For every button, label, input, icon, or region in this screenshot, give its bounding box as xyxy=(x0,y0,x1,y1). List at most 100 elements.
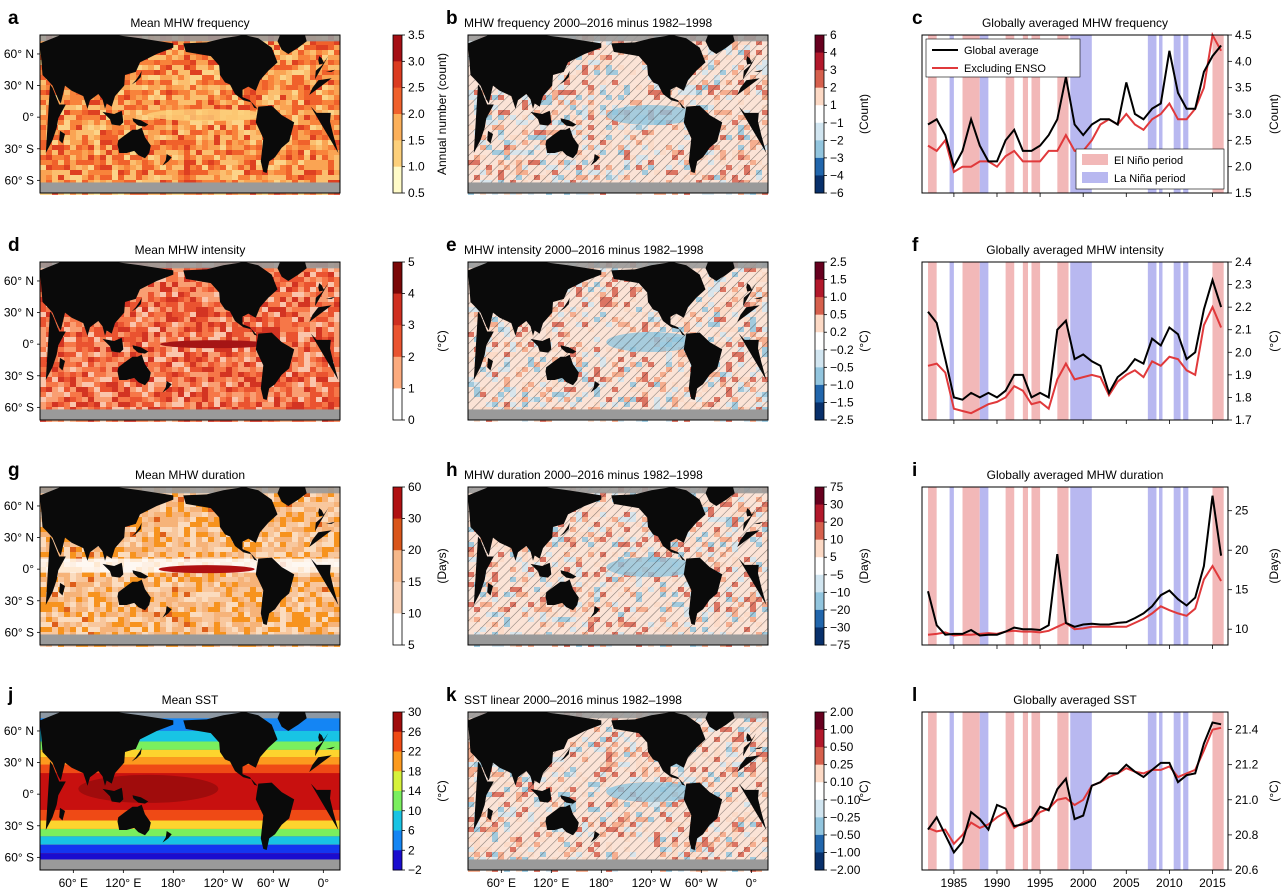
texture-cell xyxy=(292,105,298,110)
texture-cell xyxy=(292,402,298,407)
texture-cell xyxy=(214,402,220,407)
texture-cell xyxy=(310,397,316,402)
texture-cell xyxy=(250,322,256,327)
lat-tick-label: 30° N xyxy=(4,306,34,320)
texture-cell xyxy=(304,327,310,332)
texture-cell xyxy=(94,125,100,130)
texture-cell xyxy=(256,165,262,170)
texture-cell xyxy=(274,282,280,287)
texture-cell xyxy=(298,342,304,347)
texture-cell xyxy=(82,135,88,140)
texture-cell xyxy=(322,312,328,317)
lat-tick-label: 60° N xyxy=(4,499,34,513)
texture-cell xyxy=(88,135,94,140)
texture-cell xyxy=(166,140,172,145)
texture-cell xyxy=(64,145,70,150)
texture-cell xyxy=(244,317,250,322)
texture-cell xyxy=(322,95,328,100)
texture-cell xyxy=(112,327,118,332)
texture-cell xyxy=(292,145,298,150)
texture-cell xyxy=(178,292,184,297)
texture-cell xyxy=(220,402,226,407)
texture-cell xyxy=(184,322,190,327)
texture-cell xyxy=(160,387,166,392)
texture-cell xyxy=(286,392,292,397)
texture-cell xyxy=(316,492,322,497)
texture-cell xyxy=(166,392,172,397)
texture-cell xyxy=(226,337,232,342)
land-nz xyxy=(162,154,172,166)
texture-cell xyxy=(268,317,274,322)
texture-cell xyxy=(322,135,328,140)
texture-cell xyxy=(142,115,148,120)
texture-cell xyxy=(70,110,76,115)
texture-cell xyxy=(172,382,178,387)
texture-cell xyxy=(196,382,202,387)
texture-cell xyxy=(190,332,196,337)
texture-cell xyxy=(160,105,166,110)
texture-cell xyxy=(292,377,298,382)
texture-cell xyxy=(286,80,292,85)
texture-cell xyxy=(52,175,58,180)
texture-cell xyxy=(64,397,70,402)
texture-cell xyxy=(94,120,100,125)
texture-cell xyxy=(154,90,160,95)
texture-cell xyxy=(322,155,328,160)
texture-cell xyxy=(100,377,106,382)
texture-cell xyxy=(172,75,178,80)
texture-cell xyxy=(190,165,196,170)
texture-cell xyxy=(292,337,298,342)
texture-cell xyxy=(286,307,292,312)
texture-cell xyxy=(130,337,136,342)
texture-cell xyxy=(106,382,112,387)
texture-cell xyxy=(40,155,46,160)
texture-cell xyxy=(238,105,244,110)
texture-cell xyxy=(214,307,220,312)
texture-cell xyxy=(190,307,196,312)
texture-cell xyxy=(226,120,232,125)
texture-cell xyxy=(190,387,196,392)
texture-cell xyxy=(202,292,208,297)
texture-cell xyxy=(292,277,298,282)
texture-cell xyxy=(136,392,142,397)
texture-cell xyxy=(172,397,178,402)
texture-cell xyxy=(124,402,130,407)
texture-cell xyxy=(316,357,322,362)
texture-cell xyxy=(196,120,202,125)
texture-cell xyxy=(166,317,172,322)
texture-cell xyxy=(298,282,304,287)
texture-cell xyxy=(82,110,88,115)
texture-cell xyxy=(334,342,340,347)
texture-cell xyxy=(184,80,190,85)
texture-cell xyxy=(160,95,166,100)
texture-cell xyxy=(202,120,208,125)
texture-cell xyxy=(298,347,304,352)
texture-cell xyxy=(328,55,334,60)
texture-cell xyxy=(262,85,268,90)
texture-cell xyxy=(286,60,292,65)
texture-cell xyxy=(142,125,148,130)
texture-cell xyxy=(316,347,322,352)
texture-cell xyxy=(196,175,202,180)
texture-cell xyxy=(202,347,208,352)
texture-cell xyxy=(334,327,340,332)
texture-cell xyxy=(118,135,124,140)
texture-cell xyxy=(328,302,334,307)
texture-cell xyxy=(166,347,172,352)
texture-cell xyxy=(148,150,154,155)
texture-cell xyxy=(304,120,310,125)
texture-cell xyxy=(124,322,130,327)
sea-ice xyxy=(40,182,340,193)
texture-cell xyxy=(40,382,46,387)
texture-cell xyxy=(142,392,148,397)
texture-cell xyxy=(322,90,328,95)
texture-cell xyxy=(250,402,256,407)
texture-cell xyxy=(184,352,190,357)
texture-cell xyxy=(88,392,94,397)
texture-cell xyxy=(232,155,238,160)
texture-cell xyxy=(208,85,214,90)
texture-cell xyxy=(280,110,286,115)
texture-cell xyxy=(46,165,52,170)
texture-cell xyxy=(190,170,196,175)
texture-cell xyxy=(124,342,130,347)
